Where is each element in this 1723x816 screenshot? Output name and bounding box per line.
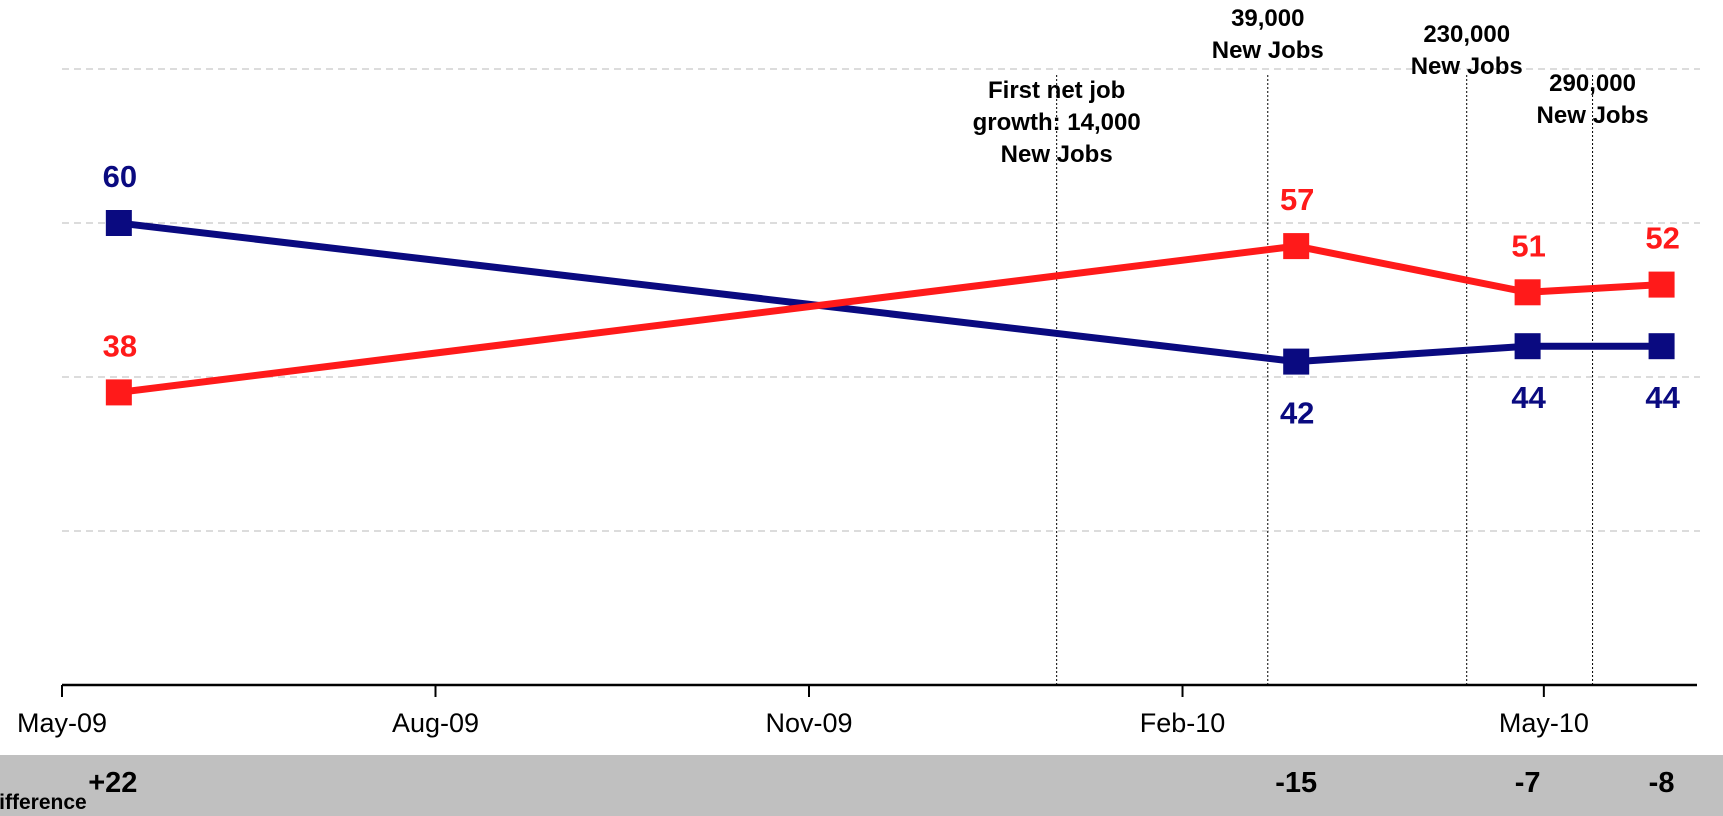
difference-label: Difference [0,791,87,814]
x-tick-label: Nov-09 [765,708,852,738]
annotation-label: New Jobs [1411,53,1523,80]
gridlines [62,68,1700,532]
series-2-data-label: 51 [1511,228,1545,263]
annotation-label: 39,000 [1231,5,1304,32]
difference-value-1: +22 [88,767,138,799]
difference-value-4: -8 [1648,767,1675,799]
series-1-data-label: 44 [1511,380,1546,415]
difference-value-3: -7 [1514,767,1541,799]
series-1-data-label: 42 [1280,396,1314,431]
series-1-marker [105,210,132,236]
annotation-label: New Jobs [1537,102,1649,129]
series-2-line [118,242,1662,396]
x-axis: May-09 Aug-09 Nov-09 Feb-10 May-10 [17,683,1697,738]
x-tick-label: May-09 [17,708,107,738]
annotation-label: 290,000 [1549,70,1636,97]
series-2-marker [1283,233,1310,260]
series-1-line [118,219,1662,366]
series-1-data-label: 44 [1645,380,1680,415]
series-2-marker [1648,271,1675,298]
series-1-marker [1283,348,1310,375]
annotation-label: growth: 14,000 [973,109,1141,136]
annotation-label: New Jobs [1001,141,1113,168]
x-tick-label: May-10 [1499,708,1589,738]
annotation-label: First net job [988,77,1125,104]
series-1-data-label: 60 [103,159,137,194]
series-1-marker [1514,333,1541,360]
series-2-marker [105,379,132,406]
series-2-data-label: 57 [1280,182,1314,217]
series-layer: 60 42 44 44 38 57 51 52 [103,159,1681,431]
line-chart: May-09 Aug-09 Nov-09 Feb-10 May-10 60 42 44 44 3… [17,5,1700,738]
series-2-data-label: 38 [103,328,137,363]
annotation-text: First net job growth: 14,000 New Jobs 39,00… [973,5,1649,168]
series-2-data-label: 52 [1645,221,1679,256]
annotation-lines [1056,75,1594,685]
x-tick-label: Aug-09 [392,708,479,738]
difference-band: Difference +22 -15 -7 -8 [0,755,1723,816]
difference-value-2: -15 [1275,767,1318,799]
series-1-marker [1648,333,1675,360]
annotation-label: 230,000 [1423,21,1510,48]
x-tick-label: Feb-10 [1140,708,1226,738]
annotation-label: New Jobs [1212,37,1324,64]
series-2-marker [1514,279,1541,306]
